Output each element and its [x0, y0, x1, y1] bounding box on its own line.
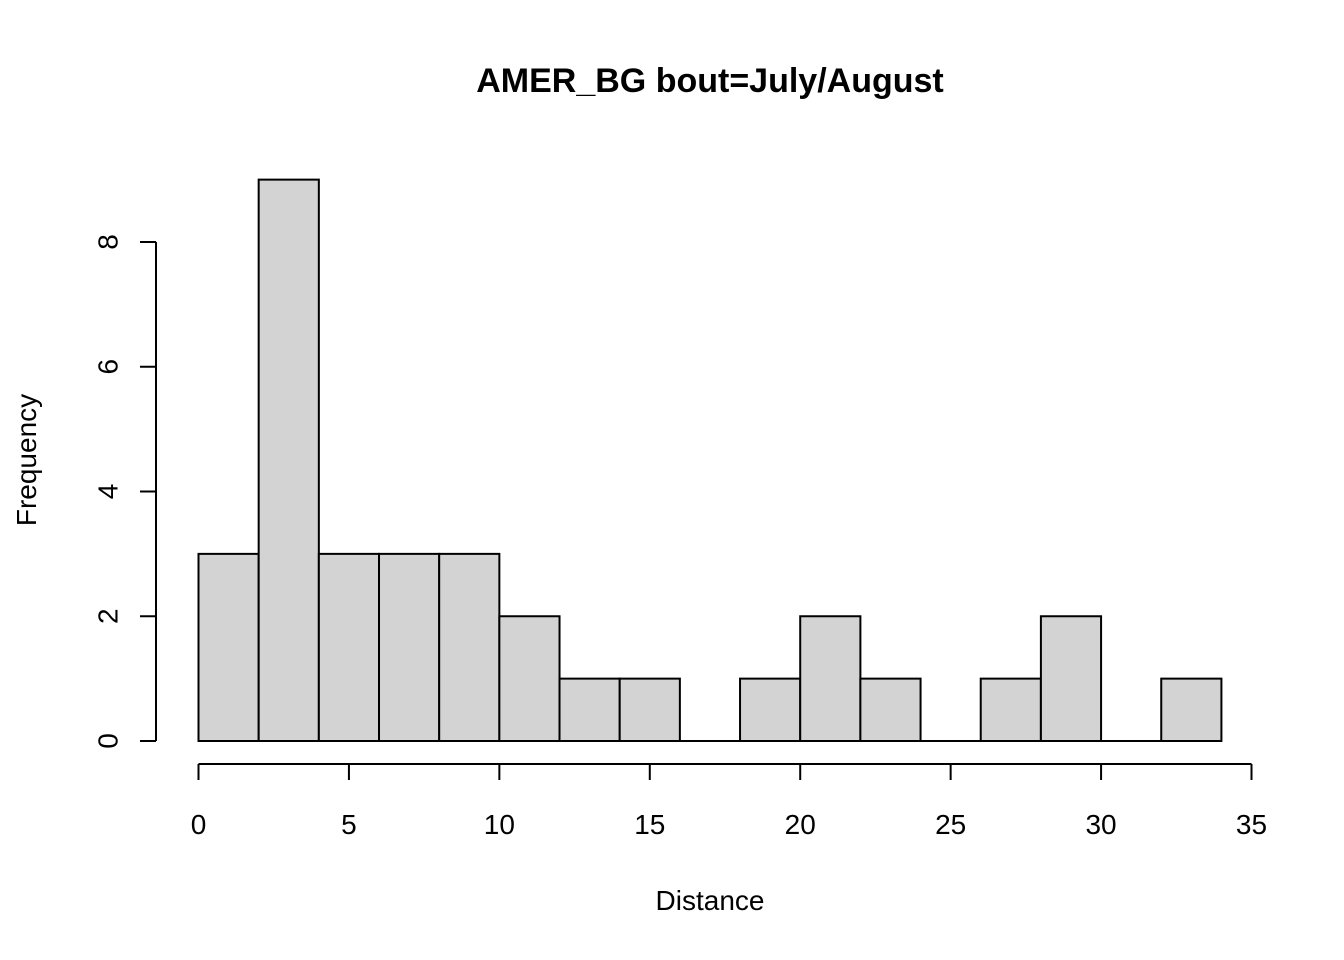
histogram-bar [1160, 677, 1223, 742]
x-tick-label: 5 [341, 809, 357, 840]
x-axis: 0 5 10 15 20 25 30 35 [191, 763, 1267, 840]
histogram-bar [317, 552, 381, 742]
x-tick-label: 0 [191, 809, 207, 840]
y-tick-label: 8 [92, 234, 123, 250]
y-axis: 0 2 4 6 8 [92, 234, 157, 749]
histogram-bar [498, 615, 561, 742]
x-axis-label: Distance [656, 885, 765, 916]
histogram-bar [799, 615, 862, 742]
chart-title: AMER_BG bout=July/August [476, 62, 944, 100]
histogram-bar [378, 552, 441, 742]
x-tick-label: 15 [634, 809, 665, 840]
histogram-bar [739, 677, 802, 742]
histogram-bar [618, 677, 681, 742]
histogram-bar [197, 552, 260, 742]
histogram-bar [1039, 615, 1103, 742]
y-tick-label: 0 [92, 733, 123, 749]
x-tick-label: 25 [935, 809, 966, 840]
histogram-bar [438, 552, 501, 742]
y-tick-label: 4 [92, 484, 123, 500]
y-axis-label: Frequency [11, 394, 42, 526]
x-tick-label: 10 [484, 809, 515, 840]
x-tick-label: 35 [1236, 809, 1267, 840]
histogram-bar [859, 677, 922, 742]
x-tick-label: 20 [785, 809, 816, 840]
bars-group [197, 178, 1223, 742]
y-tick-label: 6 [92, 359, 123, 375]
histogram-bar [257, 178, 320, 742]
histogram-bar [558, 677, 621, 742]
histogram-bar [979, 677, 1042, 742]
x-tick-label: 30 [1085, 809, 1116, 840]
y-tick-label: 2 [92, 608, 123, 624]
